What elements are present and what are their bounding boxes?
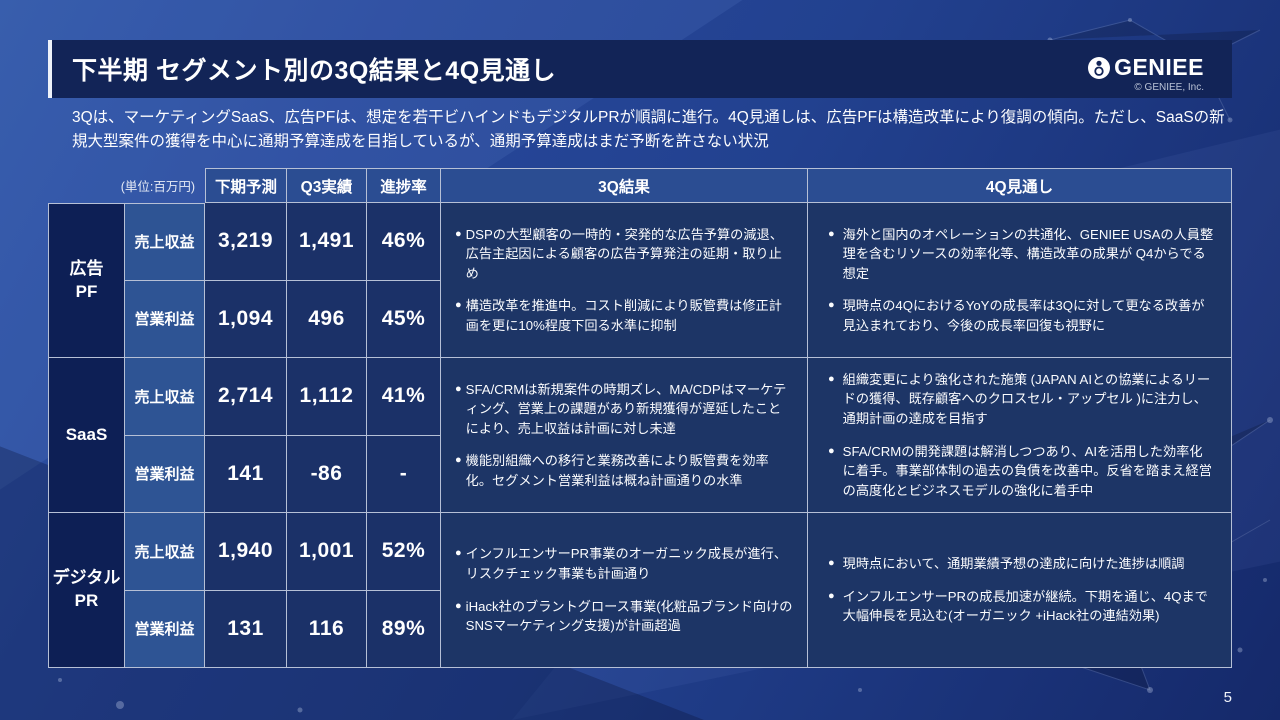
note-bullet: ● 現時点の4QにおけるYoYの成長率は3Qに対して更なる改善が見込まれており、今… [828, 296, 1215, 335]
value-progress: 41% [367, 358, 441, 436]
title-accent-bar [48, 40, 52, 98]
note-bullet: ● iHack社のブラントグロース事業(化粧品ブランド向けのSNSマーケティング支… [455, 597, 793, 636]
value-q3-actual: -86 [287, 435, 367, 513]
bullet-icon: ● [828, 444, 835, 457]
note-bullet: ● 海外と国内のオペレーションの共通化、GENIEE USAの人員整理を含むリソー… [828, 225, 1215, 284]
note-bullet: ● 現時点において、通期業績予想の達成に向けた進捗は順調 [828, 554, 1215, 574]
metric-label: 売上収益 [125, 203, 205, 281]
value-forecast: 1,094 [205, 280, 287, 358]
segment-results-table: (単位:百万円) 下期予測 Q3実績 進捗率 3Q結果 4Q見通し 広告 PF … [48, 168, 1232, 668]
bullet-icon: ● [455, 454, 462, 467]
metric-label: 営業利益 [125, 280, 205, 358]
bullet-icon: ● [828, 227, 835, 240]
value-q3-actual: 496 [287, 280, 367, 358]
bullet-icon: ● [828, 372, 835, 385]
note-bullet: ● 構造改革を推進中。コスト削減により販管費は修正計画を更に10%程度下回る水準に… [455, 296, 793, 335]
value-progress: - [367, 435, 441, 513]
note-bullet: ● 組織変更により強化された施策 (JAPAN AIとの協業によるリードの獲得、既… [828, 370, 1215, 429]
value-progress: 45% [367, 280, 441, 358]
segment-label-ad-pf: 広告 PF [48, 203, 125, 358]
q4-outlook-notes-saas: ● 組織変更により強化された施策 (JAPAN AIとの協業によるリードの獲得、既… [808, 358, 1232, 513]
bullet-icon: ● [828, 557, 835, 570]
value-progress: 52% [367, 513, 441, 591]
q3-result-notes-saas: ● SFA/CRMは新規案件の時期ズレ、MA/CDPはマーケティング、営業上の課題… [441, 358, 808, 513]
copyright-text: © GENIEE, Inc. [1134, 82, 1204, 93]
note-bullet: ● SFA/CRMの開発課題は解消しつつあり、AIを活用した効率化に着手。事業部体… [828, 442, 1215, 501]
q3-result-notes-digital-pr: ● インフルエンサーPR事業のオーガニック成長が進行、リスクチェック事業も計画通り… [441, 513, 808, 668]
page-number: 5 [1223, 689, 1232, 706]
note-bullet: ● インフルエンサーPRの成長加速が継続。下期を通じ、4Qまで大幅伸長を見込む(オ… [828, 587, 1215, 626]
brand-name: GENIEE [1114, 54, 1204, 80]
page-title: 下半期 セグメント別の3Q結果と4Q見通し [72, 57, 557, 85]
metric-label: 売上収益 [125, 358, 205, 436]
q3-result-notes-ad-pf: ● DSPの大型顧客の一時的・突発的な広告予算の減退、広告主起因による顧客の広告予… [441, 203, 808, 358]
value-q3-actual: 116 [287, 590, 367, 668]
note-bullet: ● 機能別組織への移行と業務改善により販管費を効率化。セグメント営業利益は概ね計画… [455, 451, 793, 490]
bullet-icon: ● [455, 382, 462, 395]
unit-label: (単位:百万円) [120, 180, 195, 194]
column-header-q4-outlook: 4Q見通し [808, 168, 1232, 203]
metric-label: 営業利益 [125, 590, 205, 668]
q4-outlook-notes-ad-pf: ● 海外と国内のオペレーションの共通化、GENIEE USAの人員整理を含むリソー… [808, 203, 1232, 358]
segment-label-digital-pr: デジタル PR [48, 513, 125, 668]
value-progress: 89% [367, 590, 441, 668]
value-forecast: 141 [205, 435, 287, 513]
metric-label: 営業利益 [125, 435, 205, 513]
bullet-icon: ● [828, 299, 835, 312]
note-bullet: ● DSPの大型顧客の一時的・突発的な広告予算の減退、広告主起因による顧客の広告予… [455, 225, 793, 284]
value-forecast: 2,714 [205, 358, 287, 436]
value-progress: 46% [367, 203, 441, 281]
brand-logo: GENIEE © GENIEE, Inc. [1088, 54, 1204, 93]
summary-paragraph: 3Qは、マーケティングSaaS、広告PFは、想定を若干ビハインドもデジタルPRが… [72, 109, 1225, 151]
column-header-progress: 進捗率 [367, 168, 441, 203]
bullet-icon: ● [455, 299, 462, 312]
note-bullet: ● インフルエンサーPR事業のオーガニック成長が進行、リスクチェック事業も計画通り [455, 544, 793, 583]
value-forecast: 1,940 [205, 513, 287, 591]
column-header-q3-actual: Q3実績 [287, 168, 367, 203]
title-band: 下半期 セグメント別の3Q結果と4Q見通し GENIEE © GENIEE, I… [48, 40, 1232, 98]
value-q3-actual: 1,112 [287, 358, 367, 436]
geniee-logo-icon [1088, 56, 1111, 79]
value-q3-actual: 1,001 [287, 513, 367, 591]
value-forecast: 3,219 [205, 203, 287, 281]
column-header-forecast: 下期予測 [205, 168, 287, 203]
value-forecast: 131 [205, 590, 287, 668]
bullet-icon: ● [455, 547, 462, 560]
bullet-icon: ● [455, 599, 462, 612]
value-q3-actual: 1,491 [287, 203, 367, 281]
column-header-q3-result: 3Q結果 [441, 168, 808, 203]
segment-label-saas: SaaS [48, 358, 125, 513]
q4-outlook-notes-digital-pr: ● 現時点において、通期業績予想の達成に向けた進捗は順調 ● インフルエンサーPRの… [808, 513, 1232, 668]
note-bullet: ● SFA/CRMは新規案件の時期ズレ、MA/CDPはマーケティング、営業上の課題… [455, 380, 793, 439]
metric-label: 売上収益 [125, 513, 205, 591]
bullet-icon: ● [455, 227, 462, 240]
bullet-icon: ● [828, 589, 835, 602]
